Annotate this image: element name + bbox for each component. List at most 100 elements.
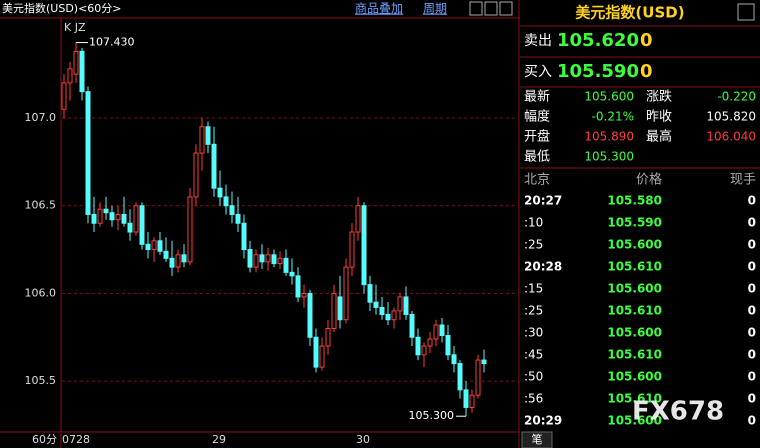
- header-title: 美元指数(USD)<60分>: [2, 1, 122, 15]
- candle-body: [235, 213, 241, 224]
- candle-body: [463, 389, 469, 408]
- y-tick-label: 107.0: [25, 111, 57, 124]
- trade-cell: 0: [748, 216, 756, 230]
- tab[interactable]: [521, 431, 553, 448]
- candle-body: [79, 50, 85, 93]
- trade-cell: :10: [524, 216, 543, 230]
- candle-body: [103, 208, 109, 214]
- icon-button[interactable]: [484, 1, 498, 16]
- candle-body: [121, 213, 127, 224]
- trade-cell: 0: [748, 238, 756, 252]
- candle-body: [181, 254, 187, 263]
- candle-body: [115, 213, 121, 221]
- candle-body: [253, 254, 259, 268]
- candle-body: [391, 310, 397, 321]
- sell-label: 卖出: [524, 33, 552, 49]
- candle-body: [367, 284, 373, 303]
- candle-body: [433, 324, 439, 340]
- stat-value: -0.220: [717, 90, 756, 104]
- trade-cell: 105.610: [607, 304, 662, 318]
- stat-label: 昨收: [646, 110, 672, 125]
- stat-label: 涨跌: [646, 89, 672, 105]
- stats: 最新 105.600 涨跌 -0.220 幅度 -0.21% 昨收 105.820 开盘 105.…: [524, 89, 756, 165]
- icon-button[interactable]: [737, 3, 755, 21]
- candle-body: [325, 328, 331, 347]
- overlay-button[interactable]: 商品叠加: [355, 1, 403, 16]
- icon-button[interactable]: [499, 1, 513, 16]
- trade-cell: 105.610: [607, 260, 662, 274]
- candle-body: [277, 257, 283, 265]
- candle-body: [67, 68, 73, 84]
- trade-cell: 105.610: [607, 348, 662, 362]
- candle-body: [91, 213, 97, 224]
- tab-label[interactable]: 笔: [532, 432, 543, 446]
- candle-body: [127, 222, 133, 233]
- trade-cell: :45: [524, 348, 543, 362]
- trade-cell: 105.610: [607, 392, 662, 406]
- candle-body: [163, 250, 169, 259]
- candle-body: [343, 266, 349, 321]
- trade-cell: :25: [524, 304, 543, 318]
- candle-body: [337, 296, 343, 321]
- quote-title: 美元指数(USD): [575, 4, 684, 22]
- trade-cell: 0: [748, 282, 756, 296]
- trade-cell: 0: [748, 370, 756, 384]
- candle-body: [289, 271, 295, 277]
- candle-body: [331, 292, 337, 329]
- trade-cell: 105.600: [607, 370, 662, 384]
- y-tick-label: 106.0: [25, 286, 57, 299]
- candle-body: [283, 257, 289, 273]
- trade-cell: 105.590: [607, 216, 662, 230]
- candle-body: [271, 254, 277, 265]
- trade-cell: 20:27: [524, 194, 562, 208]
- x-tick-label: 30: [356, 433, 370, 446]
- candle-body: [397, 296, 403, 312]
- trade-cell: 0: [748, 392, 756, 406]
- stat-value: 105.600: [584, 90, 634, 104]
- candle-body: [211, 143, 217, 189]
- trade-cell: :15: [524, 282, 543, 296]
- stat-label: 开盘: [524, 129, 550, 145]
- min-label: 105.300: [409, 409, 455, 422]
- candle-body: [217, 187, 223, 198]
- candle-body: [445, 335, 451, 356]
- candle-body: [451, 354, 457, 365]
- header-bar: [0, 0, 520, 18]
- candle-body: [313, 336, 319, 368]
- plot: 105.5 106.0 106.5 107.0 0728 29 30 107.430 105.3…: [25, 36, 518, 446]
- stat-value: 105.890: [584, 130, 634, 144]
- candle-body: [145, 243, 151, 251]
- candle-body: [421, 345, 427, 356]
- candle-body: [187, 196, 193, 263]
- candle-body: [307, 292, 313, 338]
- candle-body: [199, 126, 205, 154]
- candle-body: [133, 205, 139, 233]
- candle-body: [61, 82, 67, 110]
- stat-label: 最低: [524, 150, 550, 165]
- stat-value: 105.820: [706, 110, 756, 124]
- trade-cell: :56: [524, 392, 543, 406]
- column-header: 价格: [636, 172, 662, 188]
- icon-button[interactable]: [469, 1, 483, 16]
- candle-body: [223, 196, 229, 207]
- candle-body: [355, 205, 361, 233]
- trade-cell: 0: [748, 304, 756, 318]
- trade-cell: 105.600: [607, 326, 662, 340]
- trades-table: 北京 价格 现手 20:27 105.580 0:10 105.590 0:25 105.600…: [524, 172, 756, 428]
- trade-cell: 105.600: [607, 238, 662, 252]
- candle-body: [97, 208, 103, 224]
- column-header: 现手: [730, 173, 756, 188]
- sell-price: 105.620: [557, 30, 639, 51]
- candle-body: [403, 296, 409, 315]
- candle-body: [469, 394, 475, 408]
- candle-body: [157, 240, 163, 252]
- period-button[interactable]: 周期: [423, 2, 447, 16]
- trade-cell: 105.580: [607, 194, 662, 208]
- candle-body: [415, 336, 421, 356]
- candle-body: [385, 313, 391, 321]
- trade-cell: 20:28: [524, 260, 562, 274]
- candle-body: [193, 152, 199, 198]
- trade-cell: 105.600: [607, 282, 662, 296]
